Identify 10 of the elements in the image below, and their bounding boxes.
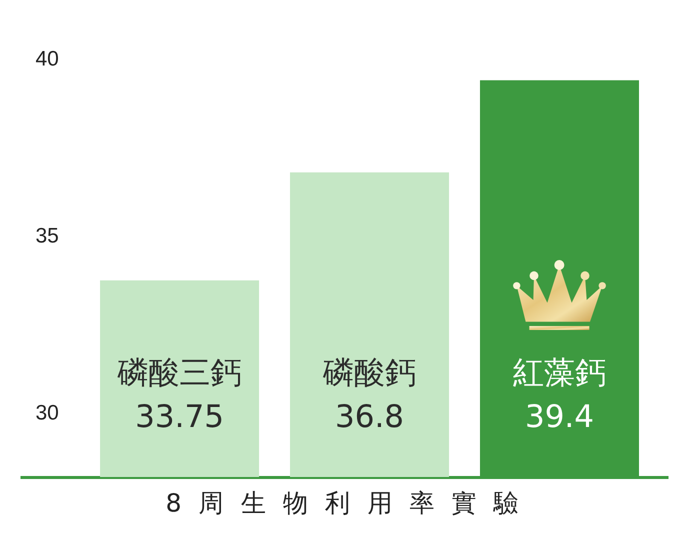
x-axis-title: 8 周 生 物 利 用 率 實 驗 bbox=[166, 488, 524, 518]
x-tick-label: 紅藻鈣 bbox=[512, 355, 606, 391]
data-label: 39.4 bbox=[524, 399, 594, 435]
x-tick-label: 磷酸鈣 bbox=[322, 355, 416, 391]
x-tick-label: 磷酸三鈣 bbox=[116, 355, 242, 391]
y-tick-label: 40 bbox=[36, 48, 59, 70]
y-tick-label: 30 bbox=[36, 402, 59, 425]
data-label: 33.75 bbox=[135, 399, 224, 435]
data-label: 36.8 bbox=[335, 399, 404, 435]
y-tick-label: 35 bbox=[36, 224, 59, 248]
